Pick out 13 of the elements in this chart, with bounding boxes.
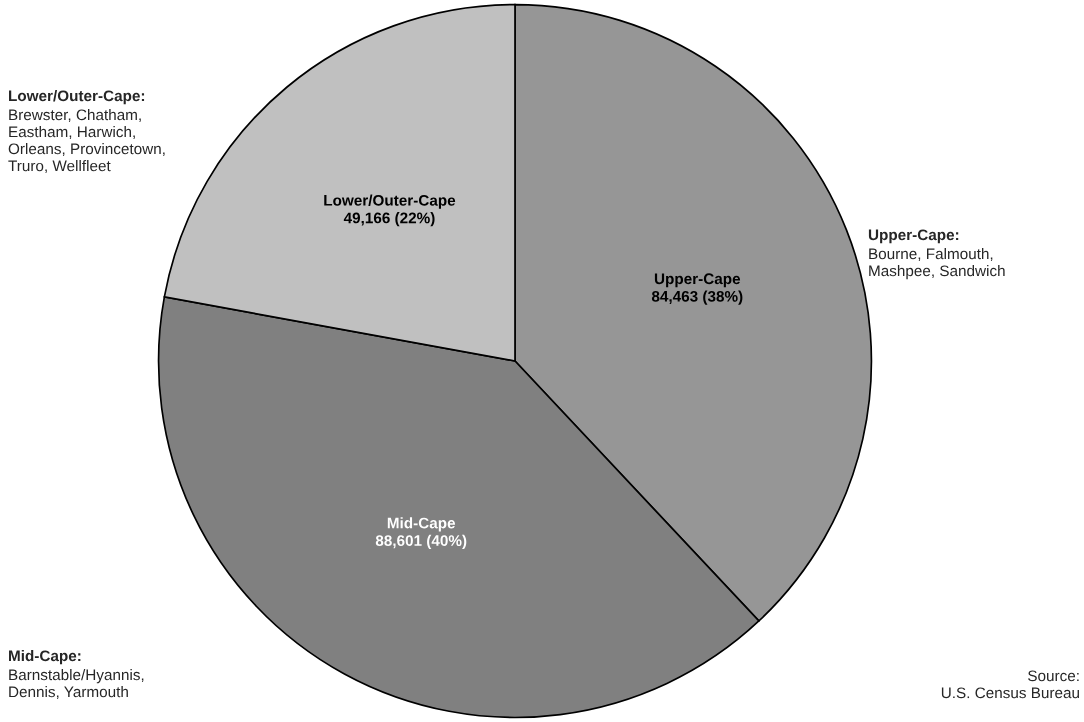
slice-label: Mid-Cape — [387, 517, 456, 532]
text: Brewster, Chatham, Eastham, Harwich, Orleans, Provincetown, Truro, Wellfleet — [8, 109, 165, 174]
slice-label: Lower/Outer-Cape — [324, 194, 456, 209]
text: Mid-Cape: — [9, 650, 81, 665]
text: Upper-Cape: — [868, 229, 959, 244]
data-label: 49,166 (22%) — [343, 212, 435, 227]
text: Barnstable/Hyannis, Dennis, Yarmouth — [9, 669, 144, 700]
slice-label: Upper-Cape — [654, 273, 741, 288]
text: Bourne, Falmouth, Mashpee, Sandwich — [869, 248, 1005, 280]
data-label: 88,601 (40%) — [375, 534, 467, 550]
text: Lower/Outer-Cape: — [9, 90, 145, 105]
data-label: 84,463 (38%) — [651, 290, 743, 305]
source-note: Source: U.S. Census Bureau — [941, 670, 1079, 699]
